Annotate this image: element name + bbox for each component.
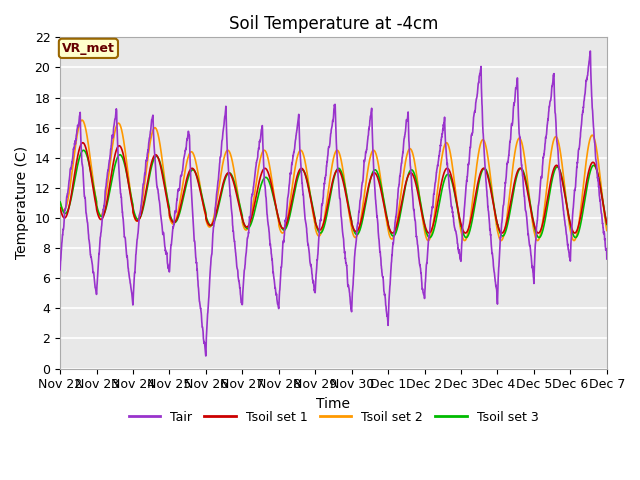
Y-axis label: Temperature (C): Temperature (C): [15, 146, 29, 260]
Legend: Tair, Tsoil set 1, Tsoil set 2, Tsoil set 3: Tair, Tsoil set 1, Tsoil set 2, Tsoil se…: [124, 406, 543, 429]
Title: Soil Temperature at -4cm: Soil Temperature at -4cm: [228, 15, 438, 33]
Text: VR_met: VR_met: [62, 42, 115, 55]
X-axis label: Time: Time: [317, 397, 351, 411]
